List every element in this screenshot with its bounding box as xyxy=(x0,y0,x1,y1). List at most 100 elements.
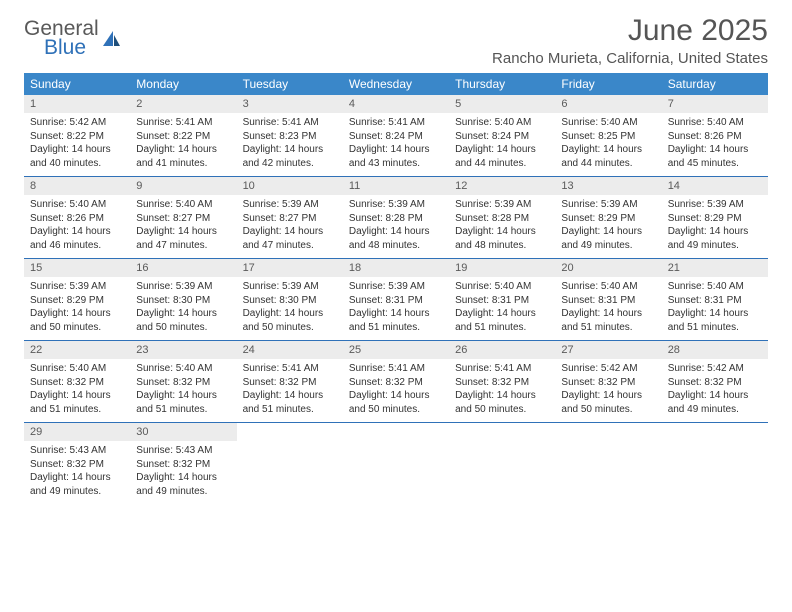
page-header: General Blue June 2025 Rancho Murieta, C… xyxy=(24,14,768,67)
daylight-line: Daylight: 14 hours and 49 minutes. xyxy=(136,471,230,498)
daylight-line: Daylight: 14 hours and 51 minutes. xyxy=(455,307,549,334)
daylight-line: Daylight: 14 hours and 51 minutes. xyxy=(30,389,124,416)
day-number: 30 xyxy=(130,423,236,441)
day-details: Sunrise: 5:41 AMSunset: 8:22 PMDaylight:… xyxy=(130,113,236,176)
day-header: Monday xyxy=(130,73,236,95)
daylight-line: Daylight: 14 hours and 48 minutes. xyxy=(349,225,443,252)
calendar-cell: 17Sunrise: 5:39 AMSunset: 8:30 PMDayligh… xyxy=(237,259,343,341)
sunrise-line: Sunrise: 5:42 AM xyxy=(30,116,124,130)
sunrise-line: Sunrise: 5:42 AM xyxy=(561,362,655,376)
day-number: 4 xyxy=(343,95,449,113)
day-number: 16 xyxy=(130,259,236,277)
day-details: Sunrise: 5:40 AMSunset: 8:26 PMDaylight:… xyxy=(662,113,768,176)
day-number: 13 xyxy=(555,177,661,195)
daylight-line: Daylight: 14 hours and 50 minutes. xyxy=(561,389,655,416)
sunrise-line: Sunrise: 5:40 AM xyxy=(455,280,549,294)
daylight-line: Daylight: 14 hours and 40 minutes. xyxy=(30,143,124,170)
daylight-line: Daylight: 14 hours and 51 minutes. xyxy=(561,307,655,334)
day-number: 12 xyxy=(449,177,555,195)
day-header: Friday xyxy=(555,73,661,95)
calendar-cell: 29Sunrise: 5:43 AMSunset: 8:32 PMDayligh… xyxy=(24,423,130,505)
sunset-line: Sunset: 8:22 PM xyxy=(30,130,124,144)
sunset-line: Sunset: 8:32 PM xyxy=(243,376,337,390)
sunrise-line: Sunrise: 5:40 AM xyxy=(561,280,655,294)
calendar-body: 1Sunrise: 5:42 AMSunset: 8:22 PMDaylight… xyxy=(24,95,768,504)
sunset-line: Sunset: 8:29 PM xyxy=(561,212,655,226)
sunset-line: Sunset: 8:23 PM xyxy=(243,130,337,144)
day-details: Sunrise: 5:43 AMSunset: 8:32 PMDaylight:… xyxy=(130,441,236,504)
day-details: Sunrise: 5:40 AMSunset: 8:27 PMDaylight:… xyxy=(130,195,236,258)
day-number: 20 xyxy=(555,259,661,277)
sunrise-line: Sunrise: 5:40 AM xyxy=(668,116,762,130)
day-header: Thursday xyxy=(449,73,555,95)
sunset-line: Sunset: 8:27 PM xyxy=(243,212,337,226)
daylight-line: Daylight: 14 hours and 49 minutes. xyxy=(668,389,762,416)
day-number: 2 xyxy=(130,95,236,113)
calendar-cell xyxy=(237,423,343,505)
daylight-line: Daylight: 14 hours and 51 minutes. xyxy=(668,307,762,334)
daylight-line: Daylight: 14 hours and 45 minutes. xyxy=(668,143,762,170)
sunset-line: Sunset: 8:32 PM xyxy=(455,376,549,390)
sunset-line: Sunset: 8:32 PM xyxy=(668,376,762,390)
day-details: Sunrise: 5:40 AMSunset: 8:31 PMDaylight:… xyxy=(555,277,661,340)
sunset-line: Sunset: 8:30 PM xyxy=(243,294,337,308)
day-number: 1 xyxy=(24,95,130,113)
sunset-line: Sunset: 8:28 PM xyxy=(349,212,443,226)
sunset-line: Sunset: 8:26 PM xyxy=(668,130,762,144)
day-number: 27 xyxy=(555,341,661,359)
day-details: Sunrise: 5:43 AMSunset: 8:32 PMDaylight:… xyxy=(24,441,130,504)
sunrise-line: Sunrise: 5:40 AM xyxy=(668,280,762,294)
daylight-line: Daylight: 14 hours and 50 minutes. xyxy=(455,389,549,416)
daylight-line: Daylight: 14 hours and 44 minutes. xyxy=(561,143,655,170)
sunrise-line: Sunrise: 5:40 AM xyxy=(30,362,124,376)
calendar-cell: 25Sunrise: 5:41 AMSunset: 8:32 PMDayligh… xyxy=(343,341,449,423)
sunset-line: Sunset: 8:32 PM xyxy=(561,376,655,390)
calendar-cell: 24Sunrise: 5:41 AMSunset: 8:32 PMDayligh… xyxy=(237,341,343,423)
day-details: Sunrise: 5:39 AMSunset: 8:28 PMDaylight:… xyxy=(343,195,449,258)
day-number: 25 xyxy=(343,341,449,359)
calendar-week-row: 8Sunrise: 5:40 AMSunset: 8:26 PMDaylight… xyxy=(24,177,768,259)
day-details: Sunrise: 5:42 AMSunset: 8:32 PMDaylight:… xyxy=(555,359,661,422)
sunrise-line: Sunrise: 5:39 AM xyxy=(243,280,337,294)
day-details: Sunrise: 5:39 AMSunset: 8:29 PMDaylight:… xyxy=(662,195,768,258)
day-details: Sunrise: 5:39 AMSunset: 8:28 PMDaylight:… xyxy=(449,195,555,258)
calendar-cell: 4Sunrise: 5:41 AMSunset: 8:24 PMDaylight… xyxy=(343,95,449,177)
daylight-line: Daylight: 14 hours and 41 minutes. xyxy=(136,143,230,170)
day-number: 18 xyxy=(343,259,449,277)
title-block: June 2025 Rancho Murieta, California, Un… xyxy=(492,14,768,67)
day-number: 15 xyxy=(24,259,130,277)
sunrise-line: Sunrise: 5:39 AM xyxy=(349,198,443,212)
calendar-head: SundayMondayTuesdayWednesdayThursdayFrid… xyxy=(24,73,768,95)
sunrise-line: Sunrise: 5:41 AM xyxy=(455,362,549,376)
sunset-line: Sunset: 8:29 PM xyxy=(30,294,124,308)
sunrise-line: Sunrise: 5:40 AM xyxy=(136,362,230,376)
daylight-line: Daylight: 14 hours and 51 minutes. xyxy=(243,389,337,416)
calendar-table: SundayMondayTuesdayWednesdayThursdayFrid… xyxy=(24,73,768,504)
sunset-line: Sunset: 8:32 PM xyxy=(136,376,230,390)
sunset-line: Sunset: 8:31 PM xyxy=(349,294,443,308)
calendar-week-row: 29Sunrise: 5:43 AMSunset: 8:32 PMDayligh… xyxy=(24,423,768,505)
sail-icon xyxy=(101,30,121,48)
sunrise-line: Sunrise: 5:41 AM xyxy=(243,362,337,376)
sunrise-line: Sunrise: 5:42 AM xyxy=(668,362,762,376)
calendar-cell: 22Sunrise: 5:40 AMSunset: 8:32 PMDayligh… xyxy=(24,341,130,423)
sunrise-line: Sunrise: 5:40 AM xyxy=(30,198,124,212)
day-number: 26 xyxy=(449,341,555,359)
calendar-cell: 27Sunrise: 5:42 AMSunset: 8:32 PMDayligh… xyxy=(555,341,661,423)
sunset-line: Sunset: 8:31 PM xyxy=(455,294,549,308)
month-title: June 2025 xyxy=(492,14,768,48)
day-details: Sunrise: 5:40 AMSunset: 8:31 PMDaylight:… xyxy=(662,277,768,340)
calendar-cell: 9Sunrise: 5:40 AMSunset: 8:27 PMDaylight… xyxy=(130,177,236,259)
day-details: Sunrise: 5:41 AMSunset: 8:32 PMDaylight:… xyxy=(237,359,343,422)
day-number: 9 xyxy=(130,177,236,195)
sunrise-line: Sunrise: 5:39 AM xyxy=(136,280,230,294)
sunset-line: Sunset: 8:24 PM xyxy=(455,130,549,144)
sunset-line: Sunset: 8:27 PM xyxy=(136,212,230,226)
sunrise-line: Sunrise: 5:41 AM xyxy=(349,362,443,376)
logo-text: General Blue xyxy=(24,18,99,58)
day-number: 8 xyxy=(24,177,130,195)
day-details: Sunrise: 5:41 AMSunset: 8:23 PMDaylight:… xyxy=(237,113,343,176)
daylight-line: Daylight: 14 hours and 51 minutes. xyxy=(136,389,230,416)
sunrise-line: Sunrise: 5:39 AM xyxy=(668,198,762,212)
day-details: Sunrise: 5:40 AMSunset: 8:26 PMDaylight:… xyxy=(24,195,130,258)
